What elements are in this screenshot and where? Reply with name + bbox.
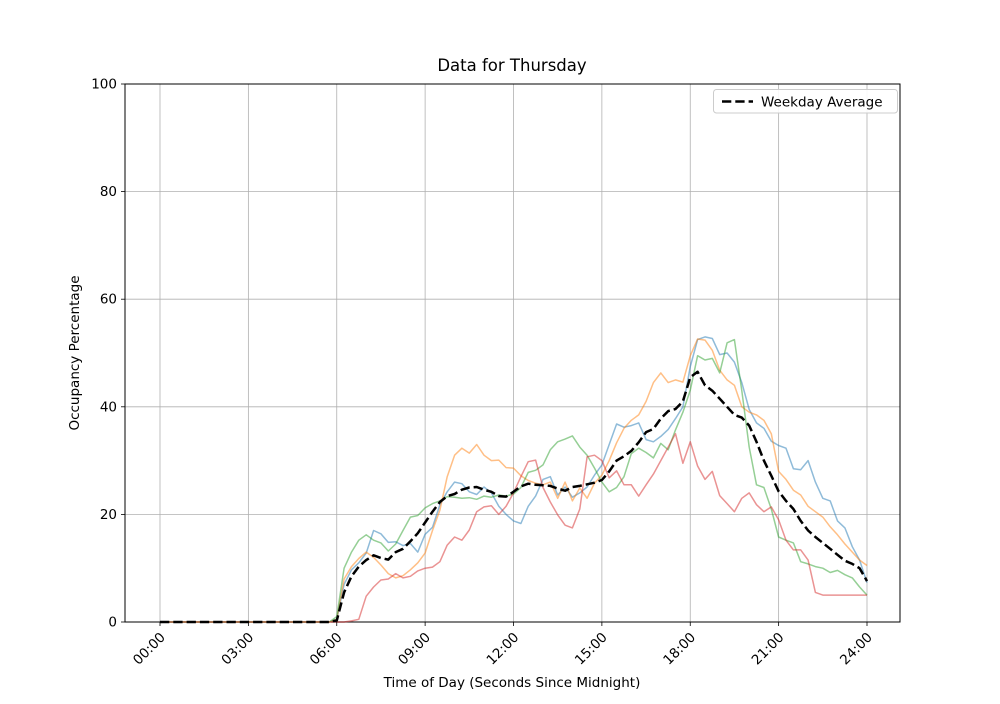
chart-title: Data for Thursday [437, 56, 587, 75]
y-tick-label-40: 40 [100, 399, 117, 415]
legend: Weekday Average [713, 89, 898, 114]
legend-label: Weekday Average [761, 95, 883, 111]
y-tick-label-0: 0 [108, 615, 117, 631]
y-tick-label-80: 80 [100, 184, 117, 200]
x-axis-label: Time of Day (Seconds Since Midnight) [383, 675, 641, 691]
data-series [160, 336, 869, 624]
plot-border [124, 83, 901, 623]
y-axis-label: Occupancy Percentage [67, 275, 83, 430]
y-tick-label-100: 100 [91, 77, 117, 93]
y-tick-label-20: 20 [100, 507, 117, 523]
legend-box [713, 89, 898, 114]
y-tick-label-60: 60 [100, 292, 117, 308]
series-line-weekday-average [160, 370, 869, 624]
